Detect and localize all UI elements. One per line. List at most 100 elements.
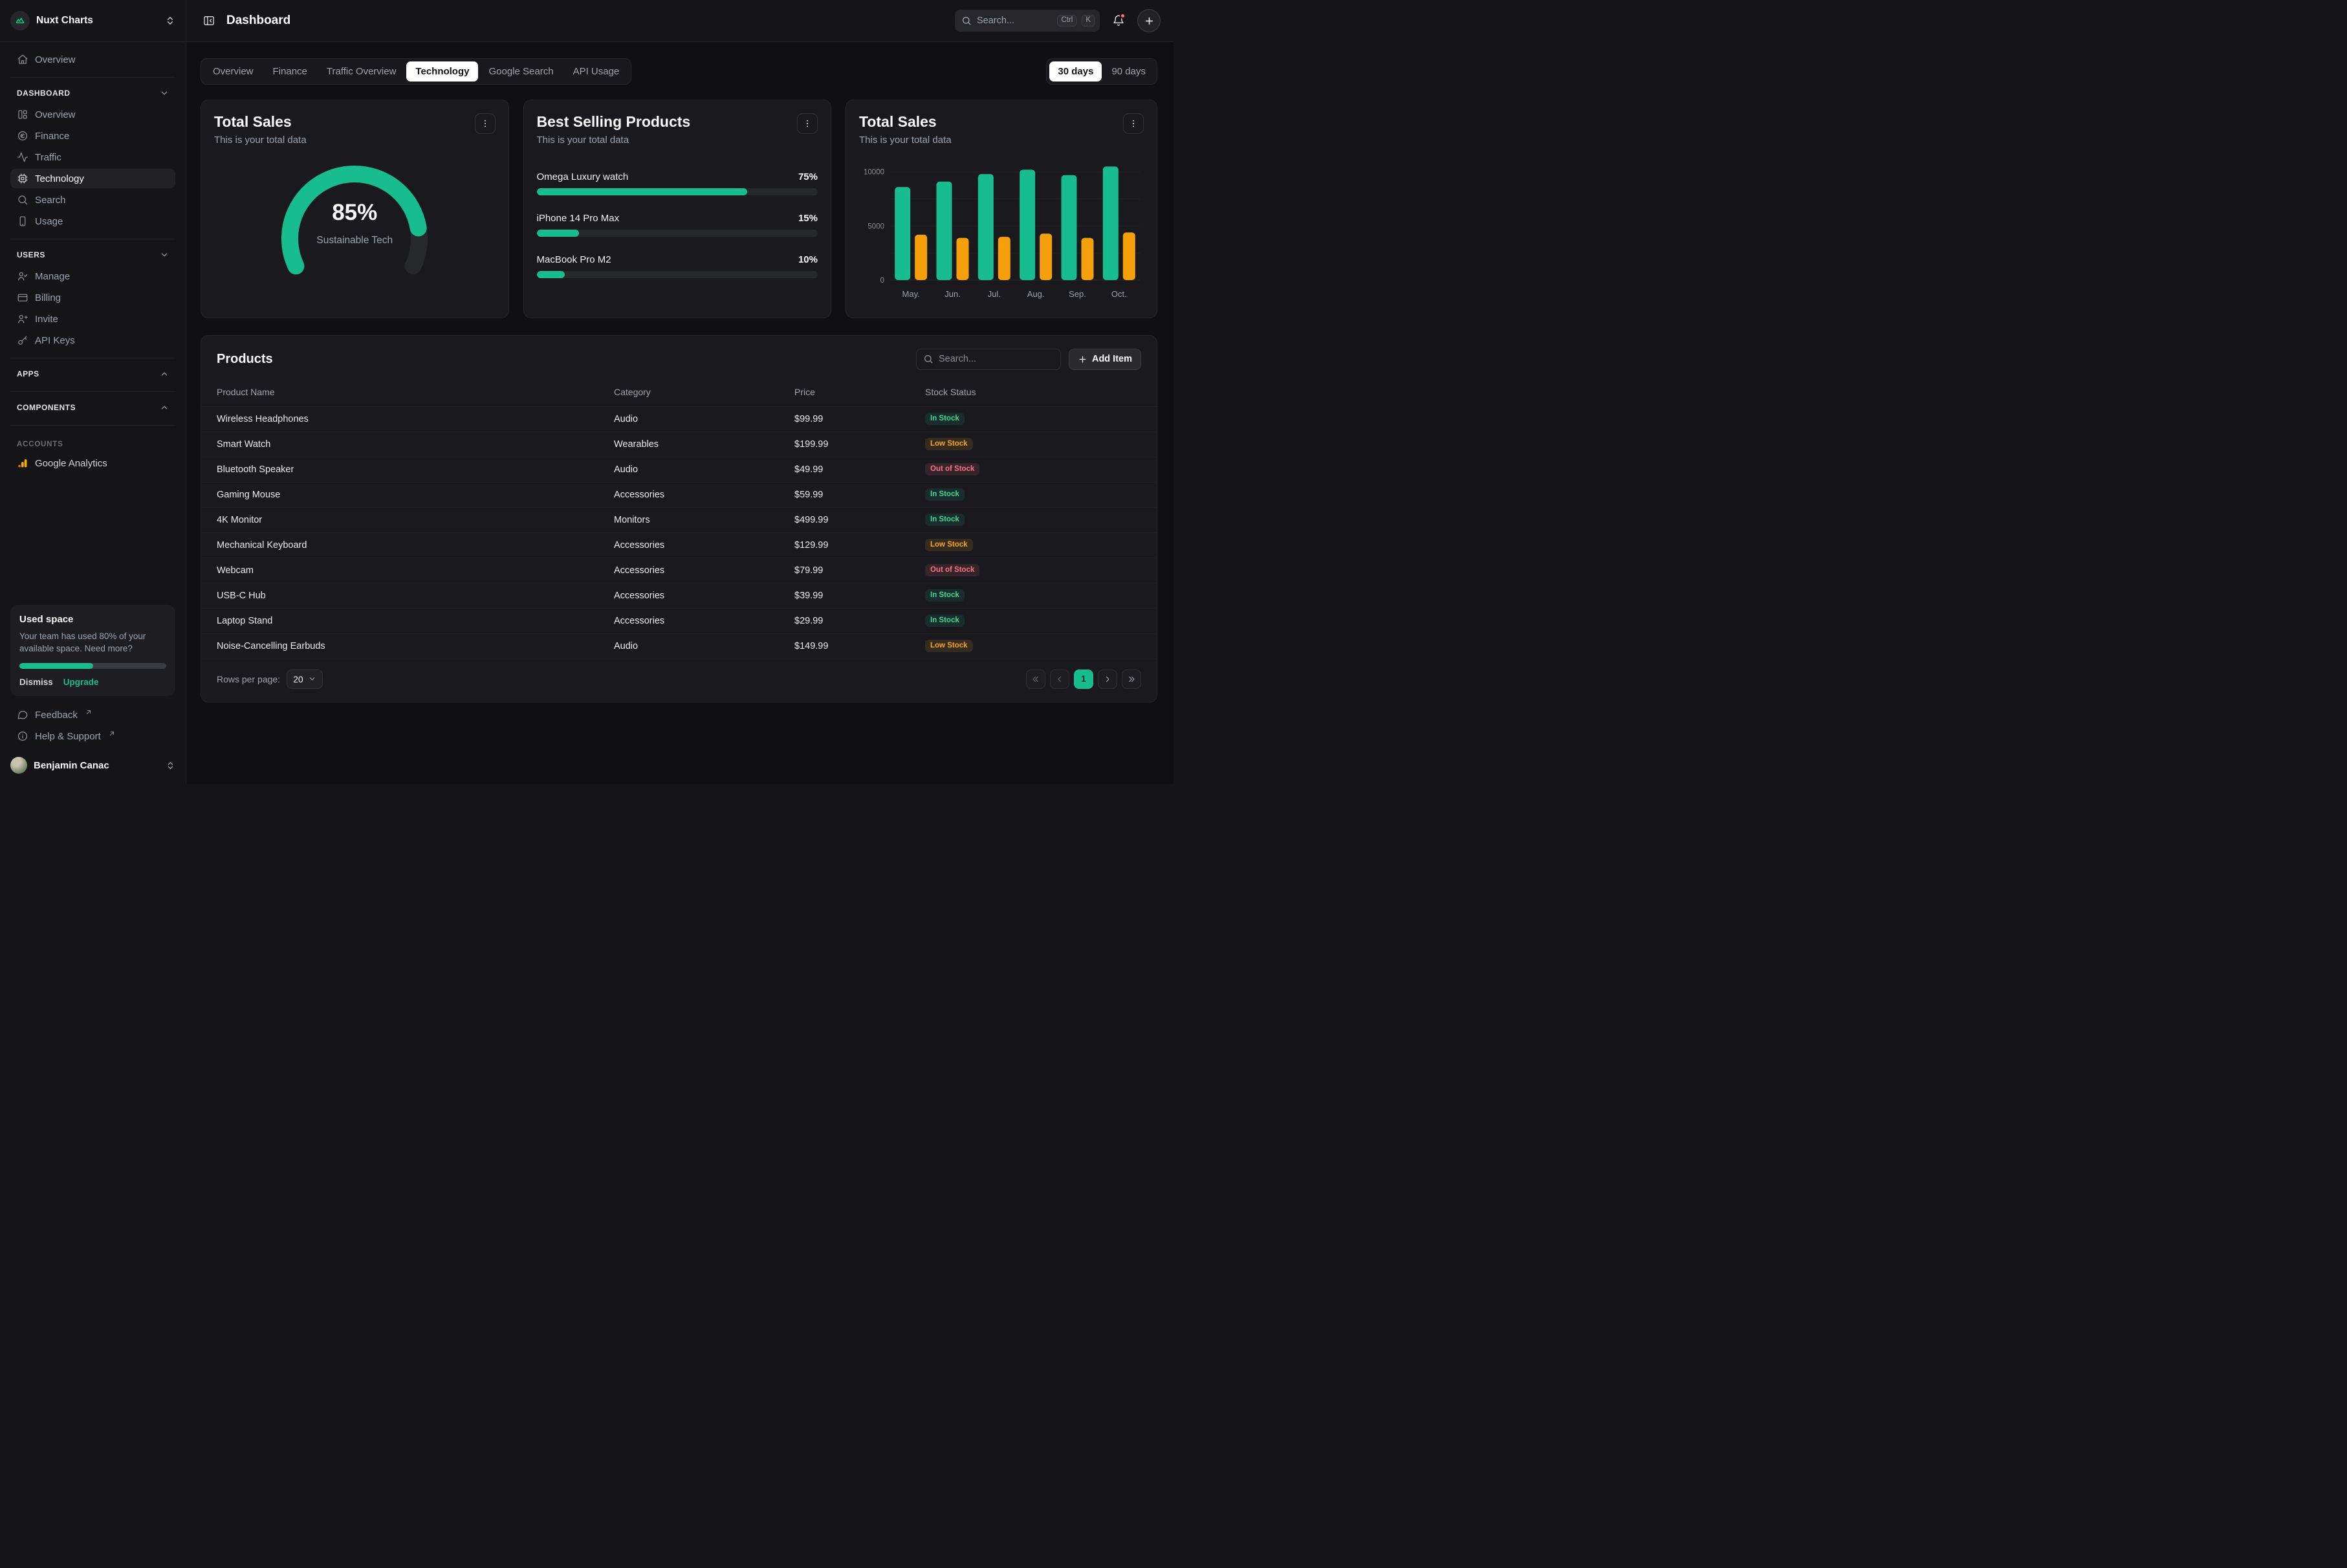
- last-page-button[interactable]: [1122, 669, 1141, 689]
- cell-product-name: Laptop Stand: [201, 608, 609, 634]
- tab-overview[interactable]: Overview: [213, 66, 254, 77]
- global-search[interactable]: Ctrl K: [955, 10, 1100, 32]
- svg-text:0: 0: [880, 277, 884, 285]
- plus-icon: [1078, 354, 1087, 364]
- sidebar-item-manage[interactable]: Manage: [10, 267, 175, 286]
- key-icon: [17, 334, 28, 346]
- progress-percent: 75%: [798, 171, 818, 182]
- cell-category: Audio: [609, 633, 789, 659]
- divider: [10, 77, 175, 78]
- column-price[interactable]: Price: [789, 378, 920, 407]
- status-badge: Low Stock: [925, 437, 973, 451]
- card-menu-button[interactable]: [797, 113, 818, 134]
- card-total-sales-gauge: Total Sales This is your total data 85% …: [201, 100, 509, 318]
- sidebar-item-label: Overview: [35, 54, 76, 65]
- table-row[interactable]: Webcam Accessories $79.99 Out of Stock: [201, 558, 1157, 583]
- page-1-button[interactable]: 1: [1074, 669, 1093, 689]
- info-icon: [17, 730, 28, 742]
- products-table-body: Wireless Headphones Audio $99.99 In Stock Sm…: [201, 406, 1157, 659]
- table-row[interactable]: Noise-Cancelling Earbuds Audio $149.99 Low …: [201, 633, 1157, 659]
- table-row[interactable]: Wireless Headphones Audio $99.99 In Stock: [201, 406, 1157, 432]
- products-search-input[interactable]: [938, 354, 1054, 365]
- rows-per-page-select[interactable]: 20: [287, 669, 323, 689]
- cell-stock-status: In Stock: [920, 406, 1157, 432]
- group-dashboard[interactable]: DASHBOARD: [10, 83, 175, 103]
- group-users[interactable]: USERS: [10, 245, 175, 265]
- column-stock-status[interactable]: Stock Status: [920, 378, 1157, 407]
- tab-google-search[interactable]: Google Search: [488, 66, 554, 77]
- cell-stock-status: Low Stock: [920, 431, 1157, 457]
- column-product-name[interactable]: Product Name: [201, 378, 609, 407]
- sidebar-item-finance[interactable]: Finance: [10, 126, 175, 146]
- tab-technology[interactable]: Technology: [406, 61, 479, 82]
- search-icon: [923, 354, 933, 364]
- notifications-button[interactable]: [1108, 10, 1130, 32]
- sidebar-item-usage[interactable]: Usage: [10, 212, 175, 231]
- used-space-title: Used space: [19, 613, 74, 625]
- cell-product-name: Smart Watch: [201, 431, 609, 457]
- sidebar-item-search[interactable]: Search: [10, 190, 175, 210]
- table-row[interactable]: Smart Watch Wearables $199.99 Low Stock: [201, 431, 1157, 457]
- sidebar-toggle-button[interactable]: [199, 11, 219, 30]
- range-30-days[interactable]: 30 days: [1049, 61, 1102, 82]
- google-analytics-icon: [17, 457, 28, 469]
- cell-category: Audio: [609, 406, 789, 432]
- table-row[interactable]: Laptop Stand Accessories $29.99 In Stock: [201, 608, 1157, 634]
- status-badge: In Stock: [925, 614, 965, 627]
- tab-api-usage[interactable]: API Usage: [573, 66, 620, 77]
- next-page-button[interactable]: [1098, 669, 1117, 689]
- add-item-button[interactable]: Add Item: [1068, 348, 1141, 370]
- tab-finance[interactable]: Finance: [272, 66, 307, 77]
- used-space-card: Used space Your team has used 80% of you…: [10, 604, 175, 696]
- range-90-days[interactable]: 90 days: [1111, 66, 1146, 77]
- group-apps[interactable]: APPS: [10, 364, 175, 384]
- table-row[interactable]: Bluetooth Speaker Audio $49.99 Out of Stock: [201, 457, 1157, 483]
- sidebar-item-invite[interactable]: Invite: [10, 309, 175, 329]
- status-badge: Low Stock: [925, 538, 973, 552]
- search-input[interactable]: [977, 16, 1053, 26]
- table-row[interactable]: 4K Monitor Monitors $499.99 In Stock: [201, 507, 1157, 533]
- table-row[interactable]: Gaming Mouse Accessories $59.99 In Stock: [201, 482, 1157, 508]
- products-search[interactable]: [915, 348, 1061, 370]
- card-menu-button[interactable]: [474, 113, 496, 134]
- card-title: Total Sales: [859, 113, 937, 130]
- sidebar-item-label: API Keys: [35, 334, 75, 346]
- cell-stock-status: In Stock: [920, 608, 1157, 634]
- workspace-switcher[interactable]: Nuxt Charts: [0, 0, 186, 42]
- sidebar-item-overview[interactable]: Overview: [10, 105, 175, 124]
- progress-label: iPhone 14 Pro Max: [536, 212, 620, 224]
- sidebar-item-feedback[interactable]: Feedback: [10, 705, 175, 724]
- card-best-selling: Best Selling Products This is your total…: [523, 100, 831, 318]
- svg-text:Aug.: Aug.: [1027, 289, 1045, 299]
- cards-row: Total Sales This is your total data 85% …: [201, 100, 1157, 318]
- first-page-button[interactable]: [1026, 669, 1045, 689]
- user-name: Benjamin Canac: [34, 759, 109, 771]
- svg-text:5000: 5000: [868, 223, 884, 230]
- user-menu[interactable]: Benjamin Canac: [0, 748, 186, 784]
- sidebar-item-api-keys[interactable]: API Keys: [10, 331, 175, 350]
- sidebar-item-google-analytics[interactable]: Google Analytics: [10, 453, 175, 473]
- column-category[interactable]: Category: [609, 378, 789, 407]
- dismiss-button[interactable]: Dismiss: [19, 677, 53, 687]
- products-table: Product Name Category Price Stock Status…: [201, 378, 1157, 659]
- sidebar-item-help-support[interactable]: Help & Support: [10, 726, 175, 746]
- card-menu-button[interactable]: [1123, 113, 1144, 134]
- upgrade-button[interactable]: Upgrade: [63, 677, 99, 687]
- table-row[interactable]: Mechanical Keyboard Accessories $129.99 Low…: [201, 532, 1157, 558]
- sidebar-item-billing[interactable]: Billing: [10, 288, 175, 307]
- cell-category: Accessories: [609, 532, 789, 558]
- group-components[interactable]: COMPONENTS: [10, 398, 175, 417]
- tab-traffic-overview[interactable]: Traffic Overview: [326, 66, 397, 77]
- table-row[interactable]: USB-C Hub Accessories $39.99 In Stock: [201, 583, 1157, 609]
- avatar: [10, 757, 27, 774]
- progress-label: Omega Luxury watch: [536, 171, 629, 182]
- sidebar-item-traffic[interactable]: Traffic: [10, 147, 175, 167]
- cell-product-name: Webcam: [201, 558, 609, 583]
- sidebar: Nuxt Charts Overview DASHBOARD Overview: [0, 0, 186, 784]
- prev-page-button[interactable]: [1050, 669, 1069, 689]
- progress-track: [536, 188, 818, 195]
- cell-stock-status: Out of Stock: [920, 457, 1157, 483]
- new-item-button[interactable]: [1137, 9, 1161, 32]
- sidebar-item-technology[interactable]: Technology: [10, 169, 175, 188]
- sidebar-item-overview-top[interactable]: Overview: [10, 50, 175, 69]
